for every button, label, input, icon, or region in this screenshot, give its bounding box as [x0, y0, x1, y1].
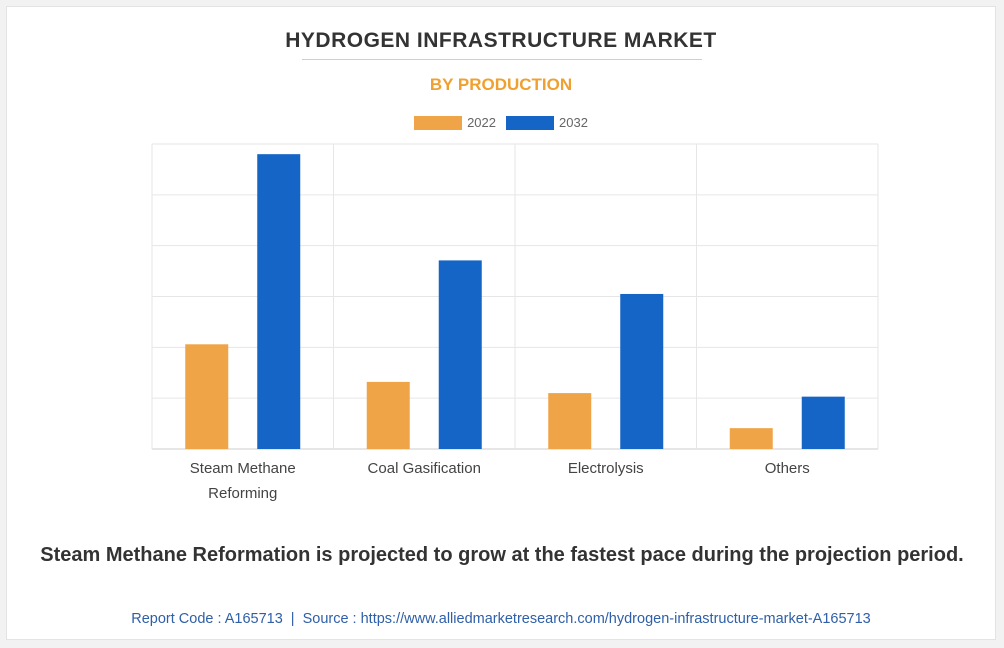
bar-2032-2: [620, 293, 664, 449]
chart-footnote: Steam Methane Reformation is projected t…: [40, 544, 964, 566]
chart-subtitle: BY PRODUCTION: [429, 75, 573, 94]
bar-chart: Steam Methane Reforming Coal Gasification E…: [151, 143, 879, 502]
chart-card: HYDROGEN INFRASTRUCTURE MARKET BY PRODUC…: [6, 6, 996, 640]
source-line: Report Code : A165713 | Source : https://w…: [7, 611, 995, 627]
x-tick-label-3: Others: [765, 460, 810, 477]
title-divider: [302, 59, 702, 60]
bar-2032-1: [438, 260, 482, 449]
x-tick-label-2: Electrolysis: [568, 460, 644, 477]
x-tick-label-1: Coal Gasification: [368, 460, 481, 477]
bar-2032-3: [801, 396, 845, 449]
legend-item-2022[interactable]: 2022: [414, 115, 496, 130]
bar-2022-1: [366, 381, 410, 449]
legend-label-2032: 2032: [559, 115, 588, 130]
source-link[interactable]: Source : https://www.alliedmarketresearc…: [302, 611, 871, 627]
bar-2022-3: [729, 428, 773, 449]
legend-swatch-2032: [506, 115, 554, 130]
legend-item-2032[interactable]: 2032: [506, 115, 588, 130]
legend-swatch-2022: [414, 115, 463, 130]
report-code: Report Code : A165713: [131, 611, 283, 627]
chart-title: HYDROGEN INFRASTRUCTURE MARKET: [285, 29, 717, 52]
x-tick-label-0: Steam Methane Reforming: [190, 460, 296, 502]
source-separator: |: [290, 611, 295, 627]
legend-label-2022: 2022: [467, 115, 496, 130]
bar-2022-0: [185, 344, 229, 449]
bar-2032-0: [257, 154, 301, 449]
legend: 2022 2032: [7, 115, 995, 130]
bar-2022-2: [548, 393, 592, 449]
